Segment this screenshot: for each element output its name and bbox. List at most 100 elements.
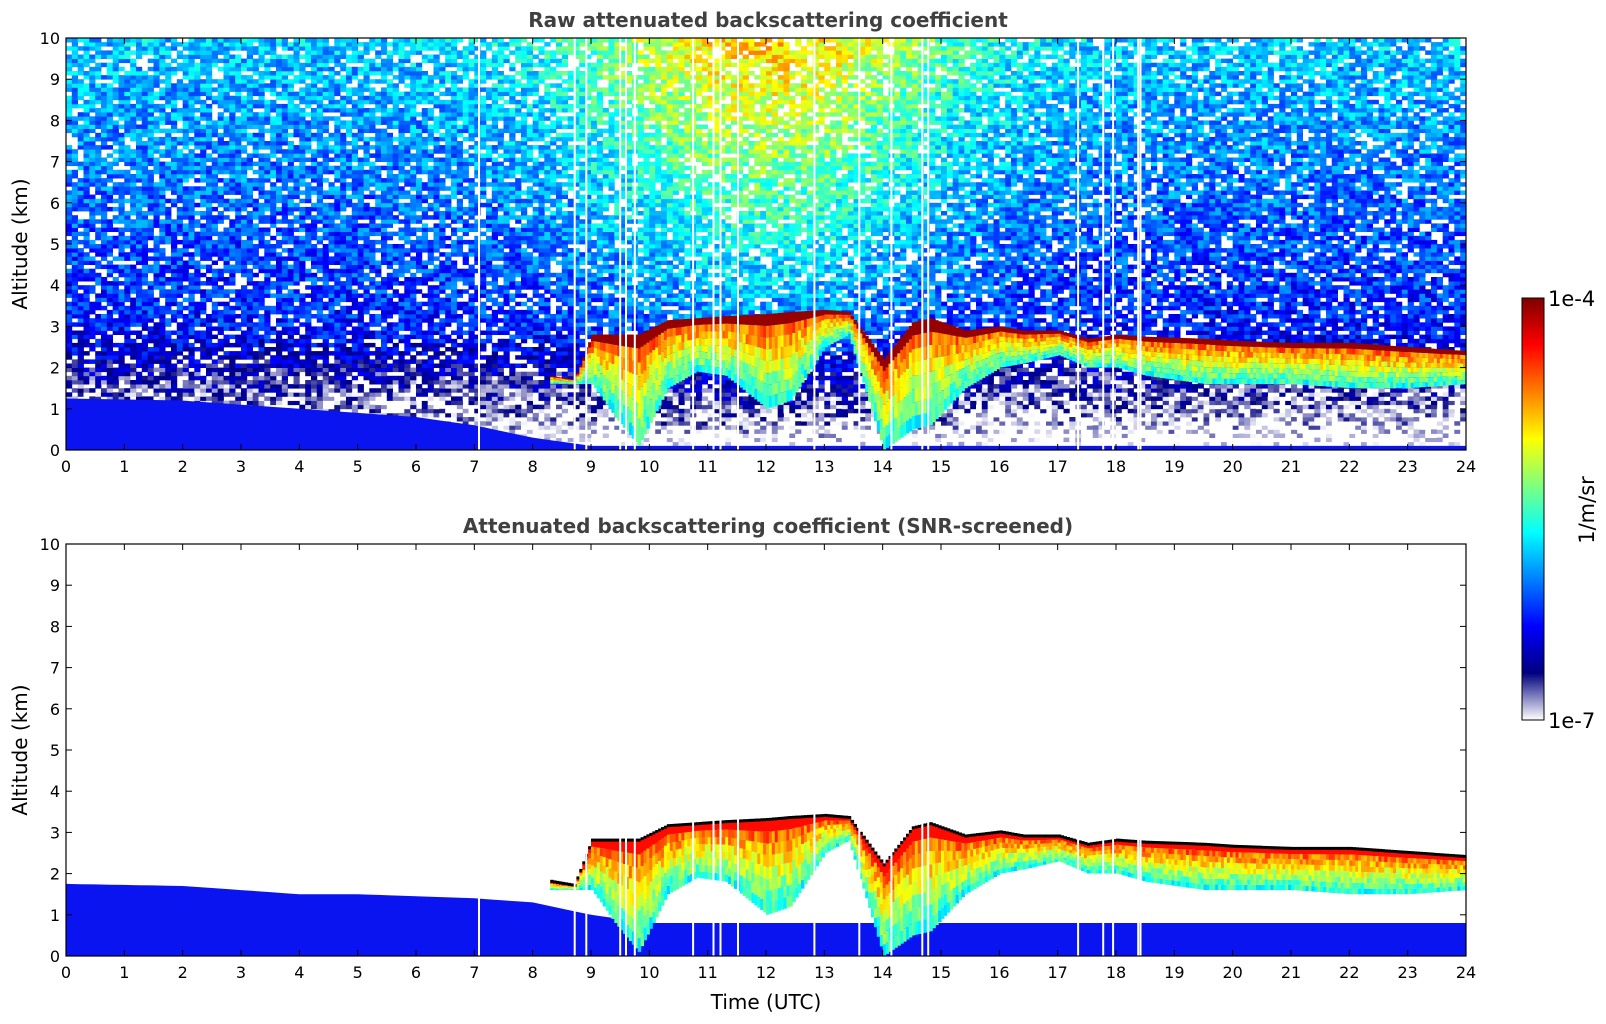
noise-cell [119, 186, 125, 191]
noise-cell [95, 170, 101, 175]
noise-cell [264, 166, 270, 171]
noise-cell [352, 364, 358, 369]
noise-cell [241, 351, 247, 356]
noise-cell [229, 55, 235, 60]
noise-cell [346, 380, 352, 385]
noise-cell [72, 83, 78, 88]
noise-cell [288, 116, 294, 121]
noise-cell [159, 149, 165, 154]
noise-cell [369, 67, 375, 72]
noise-cell [247, 112, 253, 117]
noise-cell [101, 265, 107, 270]
noise-cell [235, 42, 241, 47]
noise-cell [346, 79, 352, 84]
noise-cell [189, 153, 195, 158]
noise-cell [194, 331, 200, 336]
noise-cell [183, 133, 189, 138]
noise-cell [393, 162, 399, 167]
noise-cell [241, 343, 247, 348]
noise-cell [381, 158, 387, 163]
noise-cell [247, 355, 253, 360]
noise-cell [247, 310, 253, 315]
noise-cell [124, 87, 130, 92]
noise-cell [206, 137, 212, 142]
noise-cell [224, 55, 230, 60]
noise-cell [66, 285, 72, 290]
noise-cell [113, 236, 119, 241]
noise-cell [346, 232, 352, 237]
noise-cell [183, 232, 189, 237]
noise-cell [183, 199, 189, 204]
noise-cell [329, 273, 335, 278]
noise-cell [218, 120, 224, 125]
noise-cell [84, 343, 90, 348]
noise-cell [154, 59, 160, 64]
noise-cell [165, 170, 171, 175]
noise-cell [159, 306, 165, 311]
noise-cell [282, 376, 288, 381]
noise-cell [282, 96, 288, 101]
noise-cell [101, 244, 107, 249]
noise-cell [142, 364, 148, 369]
noise-cell [194, 364, 200, 369]
noise-cell [364, 46, 370, 51]
noise-cell [95, 186, 101, 191]
noise-cell [399, 248, 405, 253]
noise-cell [235, 215, 241, 220]
noise-cell [288, 228, 294, 233]
noise-cell [276, 96, 282, 101]
noise-cell [264, 277, 270, 282]
noise-cell [399, 306, 405, 311]
noise-cell [130, 129, 136, 134]
noise-cell [165, 162, 171, 167]
noise-cell [224, 75, 230, 80]
noise-cell [253, 343, 259, 348]
noise-cell [369, 125, 375, 130]
noise-cell [352, 351, 358, 356]
noise-cell [84, 269, 90, 274]
noise-cell [142, 153, 148, 158]
noise-cell [212, 223, 218, 228]
noise-cell [282, 63, 288, 67]
noise-cell [212, 289, 218, 294]
noise-cell [270, 170, 276, 175]
noise-cell [340, 372, 346, 377]
noise-cell [393, 174, 399, 179]
noise-cell [317, 125, 323, 130]
noise-cell [89, 100, 95, 105]
noise-cell [241, 137, 247, 142]
noise-cell [148, 96, 154, 101]
noise-cell [119, 355, 125, 360]
noise-cell [124, 343, 130, 348]
noise-cell [381, 236, 387, 241]
noise-cell [352, 347, 358, 352]
noise-cell [101, 178, 107, 183]
noise-cell [235, 302, 241, 307]
noise-cell [177, 141, 183, 146]
noise-cell [107, 261, 113, 266]
noise-cell [346, 203, 352, 208]
noise-cell [288, 87, 294, 92]
noise-cell [259, 50, 265, 55]
noise-cell [369, 372, 375, 377]
noise-cell [229, 228, 235, 233]
noise-cell [241, 331, 247, 336]
noise-cell [95, 125, 101, 130]
noise-cell [340, 63, 346, 67]
noise-cell [294, 248, 300, 253]
noise-cell [113, 355, 119, 360]
noise-cell [323, 170, 329, 175]
noise-cell [317, 203, 323, 208]
noise-cell [136, 293, 142, 298]
noise-cell [381, 108, 387, 113]
noise-cell [299, 141, 305, 146]
noise-cell [159, 273, 165, 278]
noise-cell [410, 298, 416, 303]
noise-cell [399, 46, 405, 51]
noise-cell [352, 281, 358, 286]
noise-cell [416, 326, 422, 331]
noise-cell [148, 50, 154, 55]
noise-cell [194, 252, 200, 257]
noise-cell [124, 306, 130, 311]
